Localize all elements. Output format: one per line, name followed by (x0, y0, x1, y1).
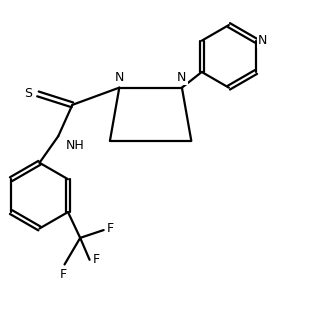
Text: N: N (115, 71, 124, 84)
Text: NH: NH (66, 139, 85, 152)
Text: N: N (258, 34, 267, 47)
Text: F: F (60, 268, 67, 281)
Text: N: N (177, 71, 187, 84)
Text: S: S (24, 87, 32, 100)
Text: F: F (107, 222, 114, 235)
Text: F: F (93, 253, 100, 266)
